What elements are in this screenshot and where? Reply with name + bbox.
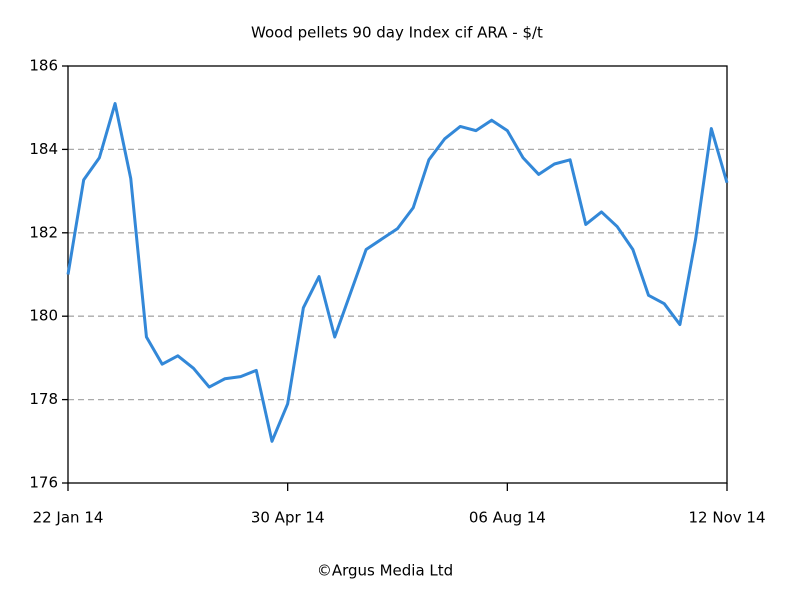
y-tick-label: 186 xyxy=(29,57,58,75)
y-tick-label: 178 xyxy=(29,390,58,408)
y-tick-label: 176 xyxy=(29,474,58,492)
x-tick-label: 22 Jan 14 xyxy=(33,509,104,527)
plot-frame xyxy=(67,65,728,484)
x-tick-label: 06 Aug 14 xyxy=(469,509,546,527)
y-tick-label: 184 xyxy=(29,140,58,158)
y-tick-label: 180 xyxy=(29,307,58,325)
x-tick-label: 30 Apr 14 xyxy=(251,509,325,527)
x-tick-label: 12 Nov 14 xyxy=(689,509,766,527)
chart-title: Wood pellets 90 day Index cif ARA - $/t xyxy=(251,24,543,42)
source-note: ©Argus Media Ltd xyxy=(317,562,453,580)
line-series xyxy=(66,102,729,443)
y-tick-label: 182 xyxy=(29,223,58,241)
